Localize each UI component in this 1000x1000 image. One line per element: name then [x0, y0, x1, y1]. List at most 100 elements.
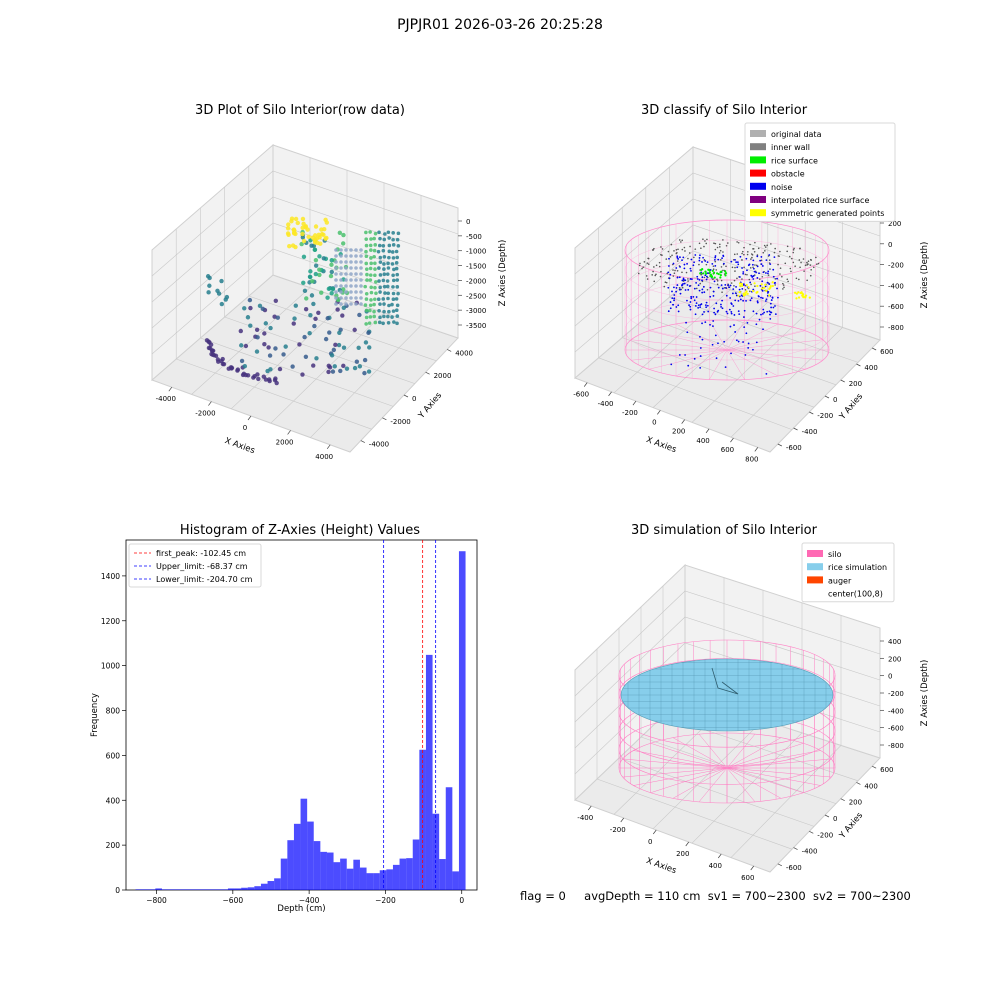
- original-data-point: [733, 279, 736, 282]
- legend-swatch: [750, 196, 766, 203]
- data-point: [290, 243, 296, 248]
- original-data-point: [659, 275, 662, 278]
- data-point: [390, 250, 395, 254]
- data-point: [381, 321, 385, 326]
- noise-point: [701, 338, 704, 341]
- noise-point: [721, 299, 724, 302]
- data-point: [314, 356, 319, 361]
- original-data-point: [651, 274, 654, 276]
- silo-floor-spoke: [648, 349, 728, 370]
- y-tick-mark: [840, 379, 845, 383]
- data-point: [334, 296, 338, 300]
- data-point: [364, 297, 369, 301]
- noise-point: [704, 321, 707, 324]
- original-data-point: [716, 283, 719, 286]
- original-data-point: [673, 272, 676, 274]
- x-tick-mark: [754, 447, 759, 452]
- data-point: [386, 321, 391, 325]
- data-point: [303, 224, 309, 229]
- silo-floor-spoke: [633, 750, 728, 769]
- legend-label: obstacle: [771, 170, 805, 179]
- plot2-classify-3d: -600-400-2000200400600800-600-400-200020…: [573, 122, 930, 463]
- original-data-point: [806, 261, 808, 264]
- data-point: [376, 297, 381, 302]
- noise-point: [735, 294, 738, 297]
- y-tick-label: 0: [833, 396, 837, 404]
- z-axis-label: Z Axies (Depth): [920, 242, 930, 309]
- data-point: [363, 340, 369, 345]
- data-point: [364, 237, 369, 241]
- original-data-point: [768, 259, 771, 261]
- y-tick-label: 200: [106, 841, 121, 850]
- noise-point: [734, 258, 736, 261]
- symmetric-point: [771, 284, 774, 288]
- original-data-point: [798, 278, 800, 281]
- legend-label: auger: [828, 576, 852, 585]
- original-data-point: [683, 246, 686, 249]
- original-data-point: [716, 246, 719, 249]
- silo-floor-spoke: [726, 330, 806, 351]
- histogram-bar: [227, 888, 235, 890]
- noise-point: [692, 295, 695, 298]
- noise-point: [681, 284, 683, 287]
- silo-floor-spoke: [698, 767, 728, 802]
- silo-floor-spoke: [726, 767, 756, 802]
- data-point: [239, 343, 244, 348]
- data-point: [268, 325, 273, 331]
- symmetric-point: [742, 292, 746, 295]
- original-data-point: [704, 240, 706, 242]
- gridline: [691, 732, 803, 844]
- noise-point: [760, 313, 762, 316]
- z-tick-label: -2000: [466, 277, 486, 285]
- data-point: [368, 243, 373, 248]
- original-data-point: [639, 262, 641, 265]
- data-point: [262, 341, 267, 347]
- legend-label: rice surface: [771, 156, 818, 165]
- data-point: [377, 320, 382, 325]
- noise-point: [770, 299, 773, 301]
- data-point: [220, 356, 225, 362]
- noise-point: [743, 326, 746, 329]
- noise-point: [763, 311, 766, 314]
- gridline: [191, 287, 311, 395]
- data-point: [319, 290, 324, 295]
- noise-point: [686, 284, 689, 286]
- original-data-point: [774, 247, 776, 250]
- original-data-point: [672, 275, 675, 277]
- original-data-point: [789, 267, 792, 270]
- noise-point: [699, 335, 701, 338]
- data-point: [313, 263, 319, 268]
- gridline: [574, 224, 881, 327]
- gridline: [248, 295, 437, 362]
- noise-point: [669, 307, 672, 310]
- data-point: [306, 234, 311, 240]
- y-tick-mark: [360, 440, 365, 443]
- rice-surface-point: [699, 272, 702, 275]
- data-point: [359, 278, 363, 282]
- data-point: [224, 294, 230, 300]
- noise-point: [701, 313, 704, 316]
- noise-point: [695, 281, 698, 284]
- noise-point: [705, 301, 708, 304]
- x-tick-mark: [685, 841, 690, 847]
- original-data-point: [749, 267, 752, 269]
- data-point: [221, 361, 227, 367]
- data-point: [387, 309, 391, 314]
- x-tick-mark: [168, 386, 173, 392]
- data-point: [381, 297, 386, 301]
- original-data-point: [715, 269, 718, 271]
- data-point: [377, 230, 381, 235]
- data-point: [344, 296, 348, 300]
- data-point: [356, 345, 361, 350]
- histogram-bar: [214, 889, 222, 890]
- data-point: [219, 301, 225, 307]
- x-axis-label: Depth (cm): [277, 904, 325, 914]
- x-tick-label: -400: [598, 400, 614, 408]
- data-point: [378, 236, 382, 241]
- noise-point: [758, 318, 761, 321]
- data-point: [368, 303, 373, 308]
- noise-point: [720, 284, 723, 287]
- noise-point: [762, 271, 765, 274]
- noise-point: [677, 304, 680, 307]
- noise-point: [751, 263, 754, 266]
